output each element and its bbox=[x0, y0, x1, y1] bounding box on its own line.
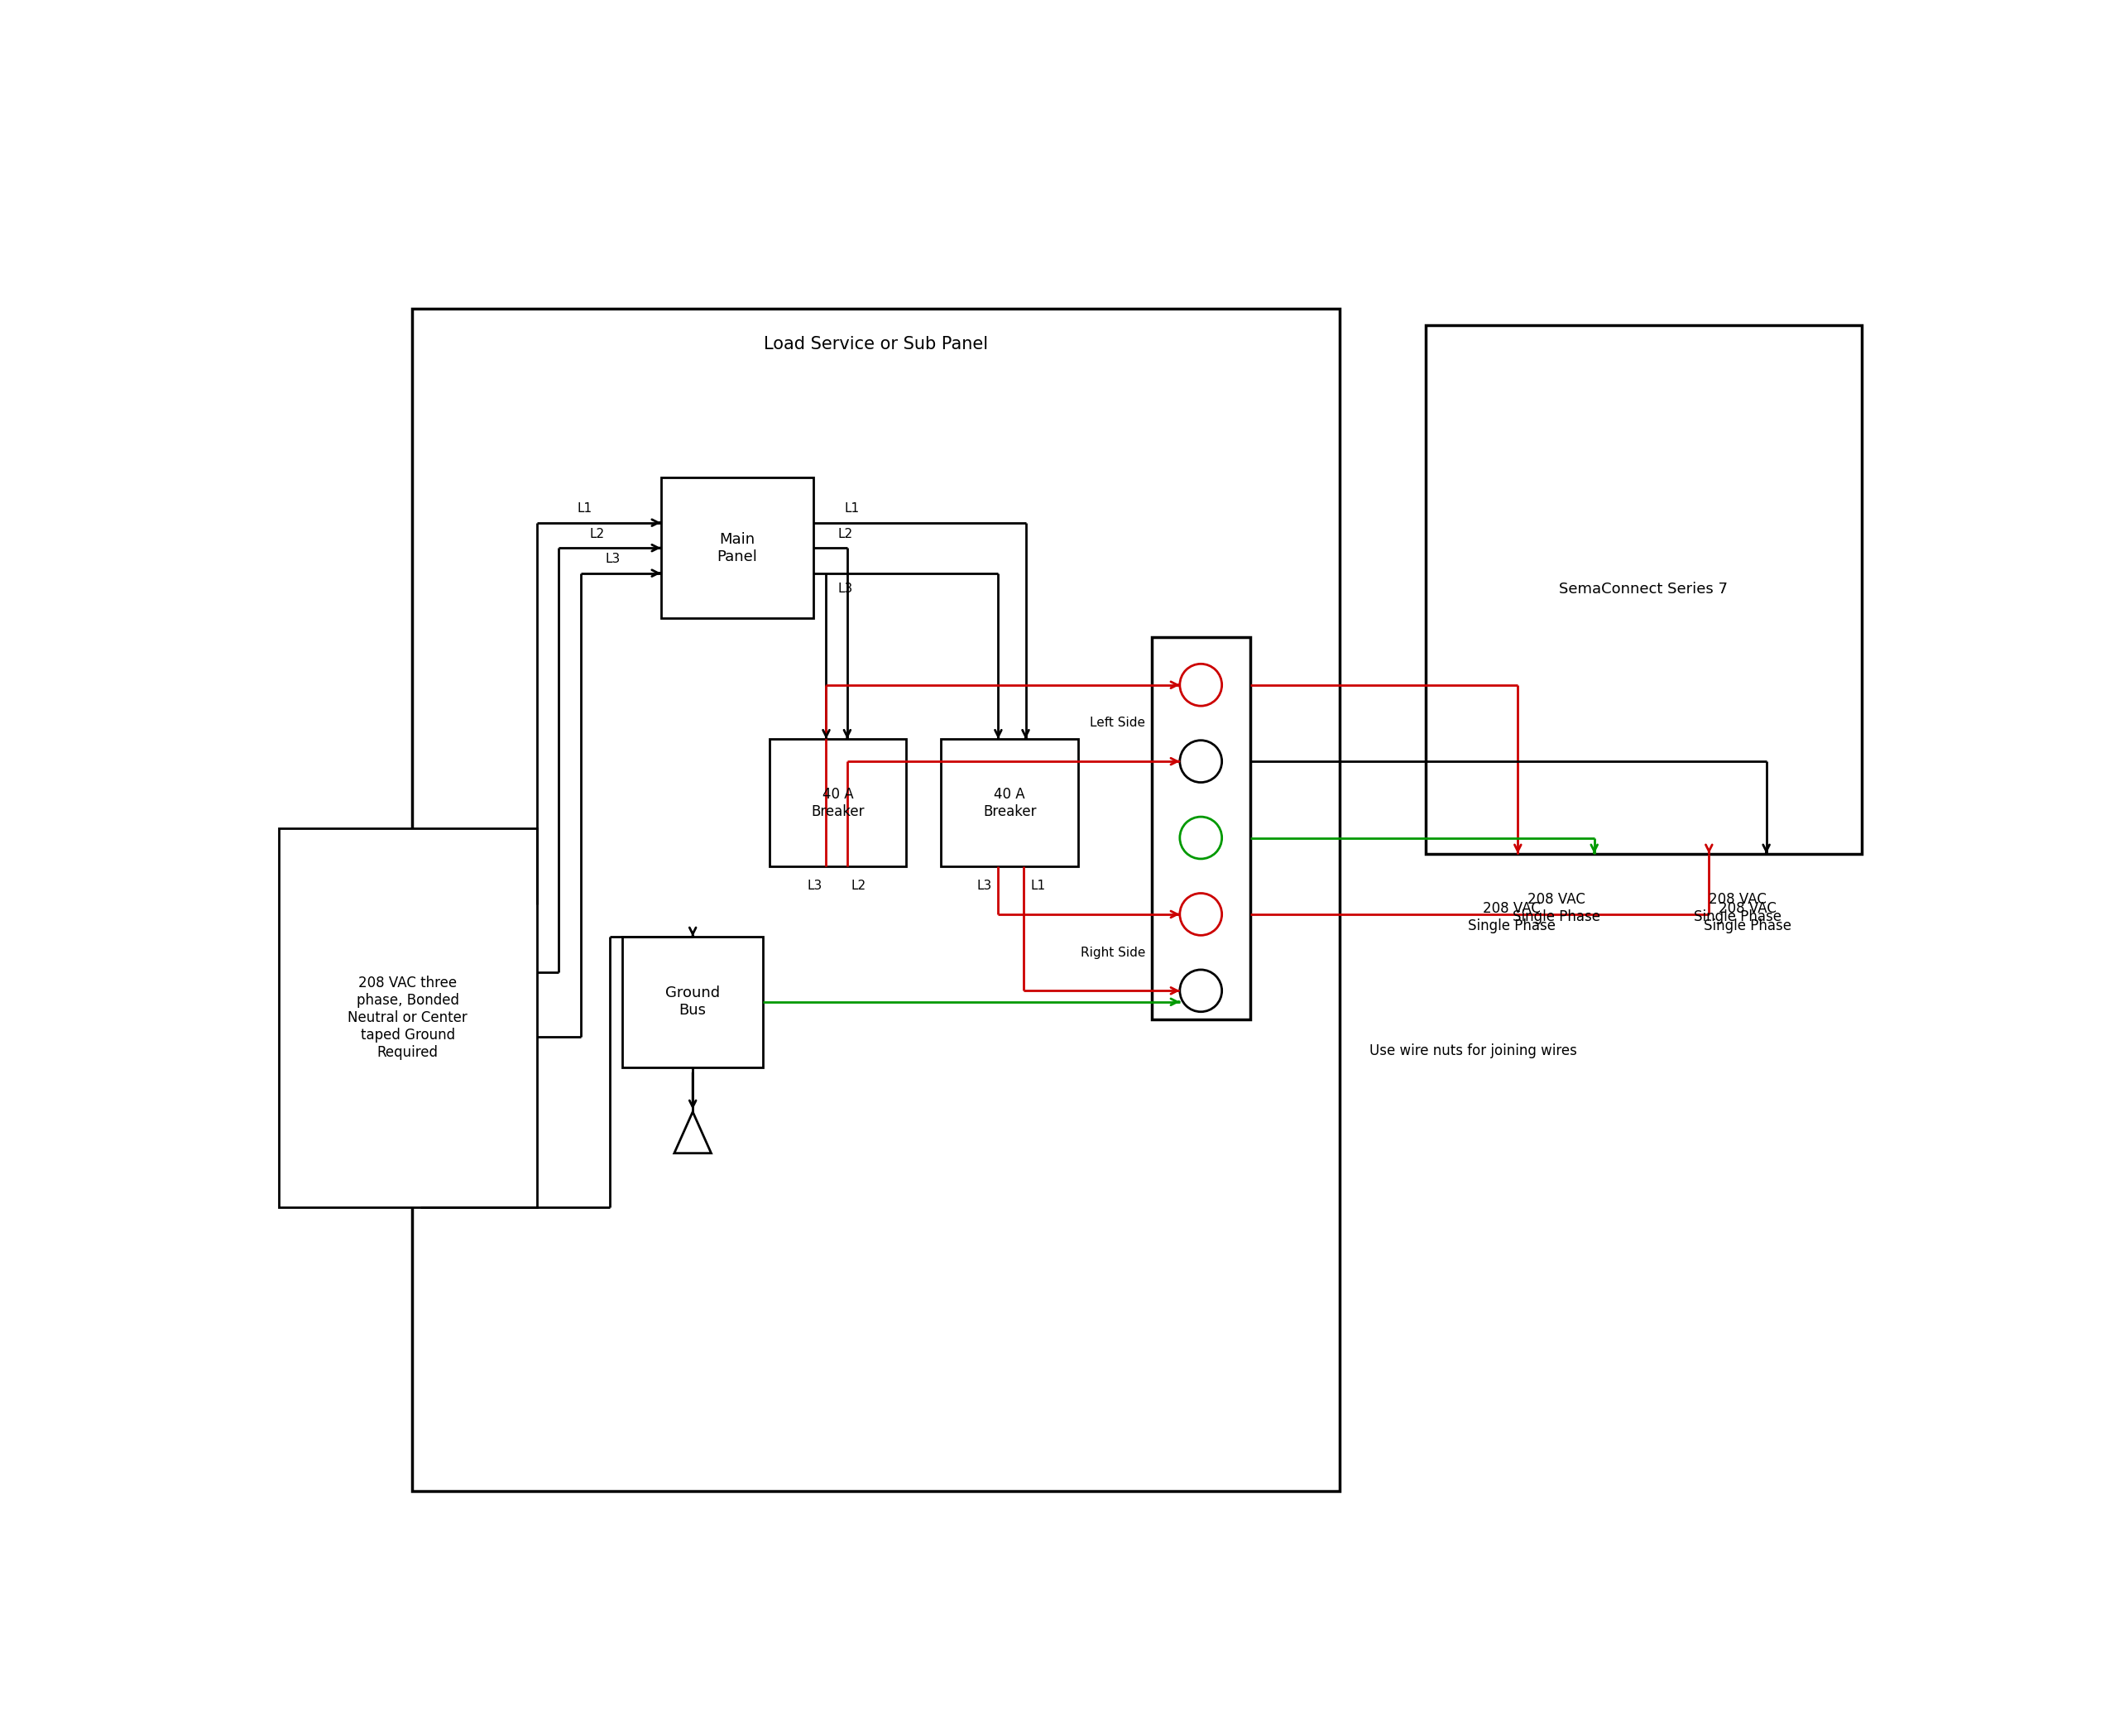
Bar bbox=[622, 936, 764, 1068]
Bar bbox=[770, 740, 905, 866]
Bar bbox=[279, 828, 536, 1207]
Circle shape bbox=[1179, 818, 1222, 859]
Text: L3: L3 bbox=[838, 583, 852, 595]
Text: Use wire nuts for joining wires: Use wire nuts for joining wires bbox=[1369, 1043, 1576, 1059]
Text: 208 VAC
Single Phase: 208 VAC Single Phase bbox=[1703, 901, 1791, 934]
Text: Left Side: Left Side bbox=[1089, 717, 1146, 729]
Text: L1: L1 bbox=[576, 502, 593, 516]
Bar bbox=[1426, 325, 1861, 854]
Text: L3: L3 bbox=[977, 880, 992, 892]
Text: L2: L2 bbox=[850, 880, 867, 892]
Text: 208 VAC
Single Phase: 208 VAC Single Phase bbox=[1694, 892, 1781, 924]
Text: 208 VAC three
phase, Bonded
Neutral or Center
taped Ground
Required: 208 VAC three phase, Bonded Neutral or C… bbox=[348, 976, 468, 1059]
Bar bbox=[660, 477, 814, 618]
Text: L3: L3 bbox=[606, 554, 620, 566]
Text: L3: L3 bbox=[808, 880, 823, 892]
Bar bbox=[941, 740, 1078, 866]
Text: L2: L2 bbox=[838, 528, 852, 540]
Bar bbox=[411, 309, 1340, 1491]
Text: SemaConnect Series 7: SemaConnect Series 7 bbox=[1559, 582, 1728, 597]
Text: L2: L2 bbox=[589, 528, 606, 540]
Circle shape bbox=[1179, 970, 1222, 1012]
Circle shape bbox=[1179, 740, 1222, 783]
Text: 208 VAC
Single Phase: 208 VAC Single Phase bbox=[1469, 901, 1555, 934]
Text: 40 A
Breaker: 40 A Breaker bbox=[810, 786, 865, 819]
Text: Ground
Bus: Ground Bus bbox=[665, 986, 720, 1017]
Circle shape bbox=[1179, 663, 1222, 707]
Text: Main
Panel: Main Panel bbox=[717, 531, 757, 564]
Text: Right Side: Right Side bbox=[1080, 946, 1146, 958]
Text: 208 VAC
Single Phase: 208 VAC Single Phase bbox=[1513, 892, 1599, 924]
Text: Load Service or Sub Panel: Load Service or Sub Panel bbox=[764, 335, 987, 352]
Text: L1: L1 bbox=[1030, 880, 1044, 892]
Circle shape bbox=[1179, 894, 1222, 936]
Text: 40 A
Breaker: 40 A Breaker bbox=[983, 786, 1036, 819]
Text: L1: L1 bbox=[844, 502, 859, 516]
Bar bbox=[1152, 637, 1251, 1019]
